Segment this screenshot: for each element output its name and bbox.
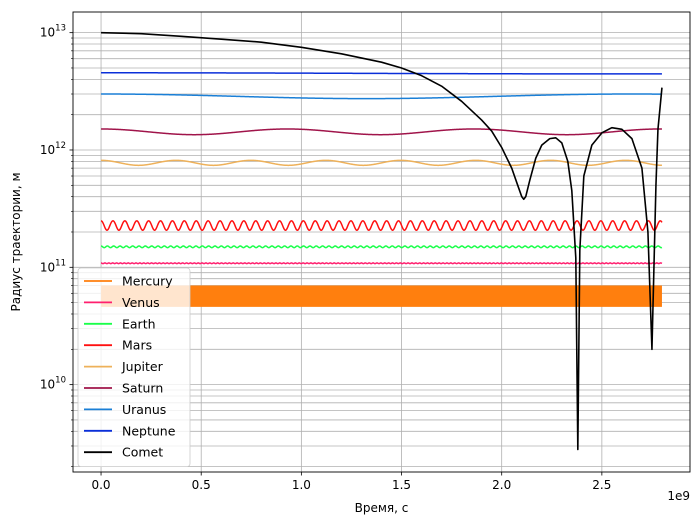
x-tick-label: 0.0 (91, 478, 110, 492)
series-line-saturn (100, 128, 663, 136)
legend-label: Neptune (122, 423, 176, 438)
y-tick-label: 1013 (40, 24, 66, 40)
legend-label: Venus (122, 295, 160, 310)
x-tick-label: 0.5 (192, 478, 211, 492)
legend-label: Jupiter (121, 359, 164, 374)
y-axis-label: Радиус траектории, м (9, 172, 23, 311)
y-tick-label: 1011 (40, 258, 66, 274)
plot-frame (72, 11, 691, 473)
legend-label: Earth (122, 316, 156, 331)
legend-label: Comet (122, 445, 163, 460)
x-tick-label: 1.5 (392, 478, 411, 492)
y-tick-label: 1012 (40, 141, 66, 157)
legend-label: Mars (122, 338, 152, 353)
series-line-venus (100, 262, 663, 265)
x-axis-offset-label: 1e9 (667, 489, 690, 503)
series-layer (100, 31, 663, 451)
legend: Mercury Venus Earth Mars Jupiter Saturn Uranus… (77, 267, 191, 468)
y-tick-label: 1010 (40, 376, 66, 392)
x-axis-label: Время, с (355, 501, 409, 515)
legend-box (77, 267, 191, 468)
y-axis-ticks: 1010 1011 1012 1013 (40, 24, 73, 392)
series-line-uranus (100, 93, 663, 100)
x-axis-ticks: 0.0 0.5 1.0 1.5 2.0 2.5 (91, 472, 611, 492)
x-tick-label: 1.0 (292, 478, 311, 492)
series-line-mars (100, 220, 663, 231)
x-tick-label: 2.0 (492, 478, 511, 492)
legend-label: Uranus (122, 402, 166, 417)
series-line-earth (100, 245, 663, 249)
x-tick-label: 2.5 (592, 478, 611, 492)
legend-label: Saturn (122, 381, 163, 396)
legend-label: Mercury (122, 274, 173, 289)
series-line-comet (101, 31, 663, 451)
series-line-mercury (101, 285, 662, 307)
series-line-neptune (100, 72, 663, 75)
